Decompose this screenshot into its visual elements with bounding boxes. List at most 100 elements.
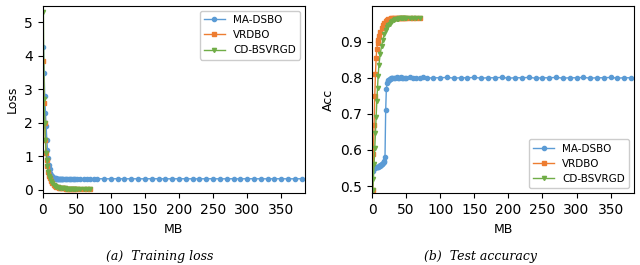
MA-DSBO xyxy=(627,76,635,79)
CD-BSVRGD xyxy=(66,187,74,190)
MA-DSBO xyxy=(202,177,210,180)
CD-BSVRGD xyxy=(86,188,94,191)
VRDBO xyxy=(398,17,406,20)
CD-BSVRGD xyxy=(52,185,60,188)
Line: VRDBO: VRDBO xyxy=(42,59,93,191)
Line: CD-BSVRGD: CD-BSVRGD xyxy=(42,10,93,191)
VRDBO xyxy=(54,186,61,189)
CD-BSVRGD xyxy=(60,187,67,190)
MA-DSBO xyxy=(44,157,52,160)
VRDBO xyxy=(62,187,70,190)
CD-BSVRGD xyxy=(382,29,390,32)
VRDBO xyxy=(80,187,88,191)
VRDBO xyxy=(40,101,48,104)
Line: MA-DSBO: MA-DSBO xyxy=(42,45,304,181)
X-axis label: MB: MB xyxy=(493,223,513,236)
VRDBO xyxy=(387,17,395,20)
VRDBO xyxy=(386,17,394,20)
CD-BSVRGD xyxy=(45,177,53,180)
CD-BSVRGD xyxy=(399,17,407,20)
VRDBO xyxy=(369,188,376,191)
VRDBO xyxy=(390,17,397,20)
VRDBO xyxy=(61,187,68,190)
CD-BSVRGD xyxy=(369,188,376,191)
CD-BSVRGD xyxy=(40,98,48,101)
VRDBO xyxy=(369,152,377,155)
VRDBO xyxy=(83,187,91,191)
CD-BSVRGD xyxy=(49,182,56,185)
VRDBO xyxy=(416,17,424,20)
VRDBO xyxy=(374,38,382,41)
CD-BSVRGD xyxy=(47,180,55,183)
CD-BSVRGD xyxy=(392,18,399,21)
VRDBO xyxy=(56,187,64,190)
CD-BSVRGD xyxy=(380,33,388,36)
VRDBO xyxy=(43,158,51,161)
VRDBO xyxy=(399,17,407,20)
X-axis label: MB: MB xyxy=(164,223,184,236)
CD-BSVRGD xyxy=(44,165,51,168)
CD-BSVRGD xyxy=(413,17,420,20)
VRDBO xyxy=(55,186,63,189)
VRDBO xyxy=(397,17,404,20)
CD-BSVRGD xyxy=(398,17,406,20)
VRDBO xyxy=(372,73,380,76)
CD-BSVRGD xyxy=(371,163,378,166)
CD-BSVRGD xyxy=(416,17,424,20)
VRDBO xyxy=(372,56,380,60)
VRDBO xyxy=(401,17,408,20)
CD-BSVRGD xyxy=(387,21,395,24)
VRDBO xyxy=(52,185,60,188)
CD-BSVRGD xyxy=(69,187,77,190)
VRDBO xyxy=(406,17,413,20)
MA-DSBO xyxy=(369,169,376,172)
CD-BSVRGD xyxy=(43,158,51,161)
MA-DSBO xyxy=(121,177,129,180)
CD-BSVRGD xyxy=(406,17,413,20)
MA-DSBO xyxy=(58,177,66,180)
CD-BSVRGD xyxy=(41,121,49,125)
CD-BSVRGD xyxy=(62,187,70,190)
MA-DSBO xyxy=(57,177,65,180)
VRDBO xyxy=(385,17,392,20)
VRDBO xyxy=(41,121,49,125)
CD-BSVRGD xyxy=(401,17,408,20)
Line: VRDBO: VRDBO xyxy=(371,16,422,192)
VRDBO xyxy=(44,165,51,168)
CD-BSVRGD xyxy=(403,17,410,20)
MA-DSBO xyxy=(393,76,401,79)
VRDBO xyxy=(374,42,381,45)
CD-BSVRGD xyxy=(58,187,66,190)
VRDBO xyxy=(383,18,391,21)
VRDBO xyxy=(376,30,384,33)
Y-axis label: Acc: Acc xyxy=(322,88,335,111)
VRDBO xyxy=(42,138,49,141)
CD-BSVRGD xyxy=(373,100,381,103)
MA-DSBO xyxy=(387,77,394,81)
MA-DSBO xyxy=(374,165,381,168)
CD-BSVRGD xyxy=(372,131,380,134)
CD-BSVRGD xyxy=(61,187,68,190)
CD-BSVRGD xyxy=(369,177,377,180)
VRDBO xyxy=(42,152,50,155)
MA-DSBO xyxy=(134,177,142,180)
MA-DSBO xyxy=(406,76,413,79)
VRDBO xyxy=(388,17,396,20)
CD-BSVRGD xyxy=(374,74,382,77)
CD-BSVRGD xyxy=(378,45,385,48)
VRDBO xyxy=(393,17,401,20)
CD-BSVRGD xyxy=(383,26,391,29)
VRDBO xyxy=(371,94,379,98)
CD-BSVRGD xyxy=(379,38,387,41)
VRDBO xyxy=(70,187,78,191)
CD-BSVRGD xyxy=(396,17,403,20)
CD-BSVRGD xyxy=(397,17,404,20)
CD-BSVRGD xyxy=(390,18,397,21)
VRDBO xyxy=(47,180,55,183)
CD-BSVRGD xyxy=(393,17,401,20)
VRDBO xyxy=(63,187,71,190)
CD-BSVRGD xyxy=(44,170,52,173)
VRDBO xyxy=(44,170,52,173)
Y-axis label: Loss: Loss xyxy=(6,86,19,113)
CD-BSVRGD xyxy=(72,187,79,191)
